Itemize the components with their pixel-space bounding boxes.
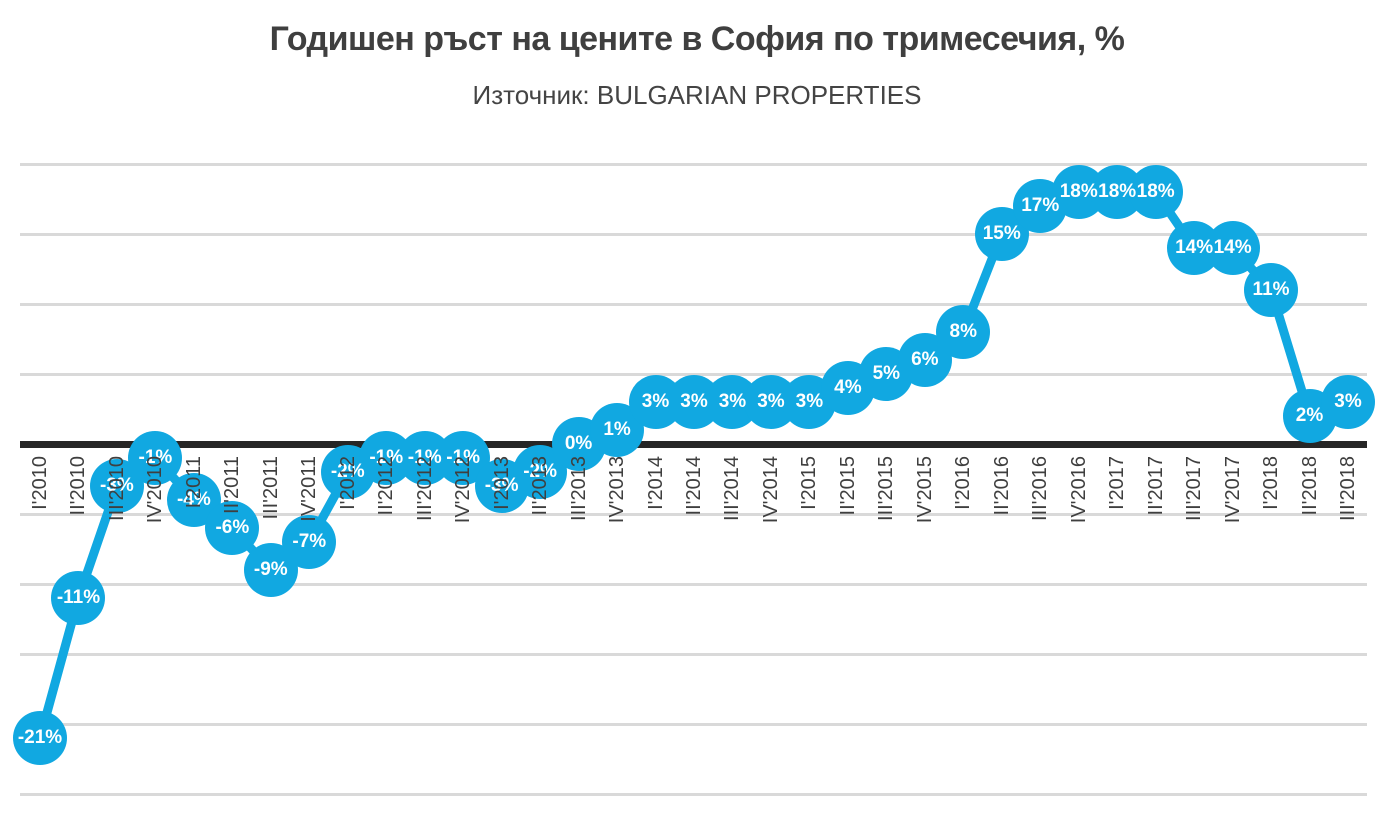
data-point-label: 11% — [1252, 279, 1290, 300]
data-point-label: 1% — [603, 419, 631, 440]
x-axis-label: IV'2013 — [606, 456, 629, 524]
data-point-label: 15% — [982, 223, 1021, 244]
data-point-label: -1% — [138, 447, 173, 468]
x-axis-label: IV'2014 — [759, 456, 782, 524]
data-point-marker — [128, 431, 183, 485]
data-point-label: 0% — [564, 433, 593, 454]
data-point-label: 17% — [1021, 195, 1060, 216]
data-point-label: -4% — [176, 489, 211, 510]
x-axis-label: II'2014 — [683, 456, 705, 516]
data-point-label: -3% — [484, 475, 519, 496]
data-point-marker — [205, 501, 260, 555]
chart-title: Годишен ръст на цените в София по тримес… — [269, 20, 1125, 58]
x-axis-label: III'2010 — [105, 456, 128, 521]
x-axis-label: II'2013 — [529, 456, 552, 516]
x-axis-label: III'2013 — [567, 456, 590, 521]
data-point-label: -2% — [523, 461, 557, 482]
x-axis-label: II'2011 — [221, 456, 244, 514]
data-point-label: -7% — [292, 531, 327, 552]
data-point-marker — [936, 305, 991, 359]
x-axis-label: I'2014 — [644, 456, 667, 510]
data-point-label: 14% — [1213, 237, 1252, 258]
x-axis-label: III'2012 — [413, 456, 436, 521]
gridline — [20, 302, 1367, 306]
data-point-label: -9% — [253, 559, 288, 580]
x-axis-zero-line — [20, 440, 1367, 448]
data-point-label: 8% — [949, 321, 978, 342]
x-axis-label: IV'2011 — [298, 456, 321, 522]
x-axis-label: IV'2012 — [452, 456, 475, 524]
data-point-marker — [1128, 165, 1183, 219]
data-point-marker — [282, 515, 337, 569]
data-point-marker — [1321, 375, 1375, 429]
data-point-marker — [13, 711, 67, 765]
gridline — [20, 232, 1367, 236]
x-axis-label: III'2018 — [1337, 456, 1359, 521]
x-axis-label: III'2011 — [259, 456, 282, 520]
gridline — [20, 722, 1367, 726]
data-point-label: 18% — [1059, 181, 1098, 202]
data-point-label: -2% — [330, 461, 365, 482]
data-point-marker — [51, 571, 106, 625]
gridline — [20, 162, 1367, 166]
data-point-label: 6% — [911, 349, 939, 370]
x-axis-label: II'2017 — [1144, 456, 1167, 516]
data-point-label: -1% — [369, 447, 404, 468]
gridline — [20, 372, 1367, 376]
data-point-label: 18% — [1098, 181, 1137, 202]
x-axis-label: IV'2016 — [1067, 456, 1090, 524]
x-axis-label: III'2015 — [875, 456, 898, 521]
x-axis-label: III'2016 — [1029, 456, 1052, 521]
x-axis-label: I'2013 — [490, 456, 513, 510]
data-point-label: -6% — [215, 517, 250, 538]
data-point-marker — [1244, 263, 1299, 317]
data-point-label: 3% — [795, 391, 824, 412]
x-axis-label: IV'2017 — [1221, 456, 1244, 524]
x-axis-label: II'2012 — [375, 456, 398, 516]
data-point-label: 3% — [718, 391, 747, 412]
x-axis-label: III'2017 — [1183, 456, 1206, 521]
gridline — [20, 652, 1367, 656]
data-point-marker — [1205, 221, 1260, 275]
data-point-label: -3% — [100, 475, 134, 496]
data-point-label: 14% — [1175, 237, 1214, 258]
x-axis-label: I'2010 — [29, 456, 51, 510]
gridline — [20, 512, 1367, 516]
x-axis-label: IV'2015 — [913, 456, 936, 524]
gridline — [20, 582, 1367, 586]
x-axis-label: I'2012 — [336, 456, 359, 510]
x-axis-label: II'2016 — [990, 456, 1013, 516]
x-axis-label: I'2017 — [1106, 456, 1129, 510]
data-point-label: 4% — [834, 377, 862, 398]
data-point-label: 2% — [1295, 405, 1324, 426]
x-axis-label: I'2016 — [952, 456, 975, 510]
x-axis-label: II'2010 — [67, 456, 90, 516]
data-point-label: -1% — [407, 447, 442, 468]
x-axis-label: III'2014 — [721, 456, 744, 521]
data-point-label: -21% — [17, 727, 63, 748]
x-axis-label: IV'2010 — [144, 456, 167, 524]
data-point-label: -11% — [56, 587, 101, 608]
x-axis-label: I'2018 — [1260, 456, 1283, 510]
data-point-label: 3% — [757, 391, 785, 412]
data-point-label: 5% — [872, 363, 901, 384]
chart-subtitle: Източник: BULGARIAN PROPERTIES — [472, 80, 922, 110]
x-axis-label: I'2015 — [798, 456, 821, 510]
data-point-label: 18% — [1136, 181, 1175, 202]
data-point-label: 3% — [1334, 391, 1362, 412]
x-axis-label: II'2018 — [1298, 456, 1321, 516]
x-axis-label: II'2015 — [836, 456, 859, 516]
gridline — [20, 792, 1367, 796]
data-point-label: -1% — [446, 447, 481, 468]
data-point-label: 3% — [641, 391, 670, 412]
x-axis-label: I'2011 — [182, 456, 205, 509]
data-point-label: 3% — [680, 391, 708, 412]
